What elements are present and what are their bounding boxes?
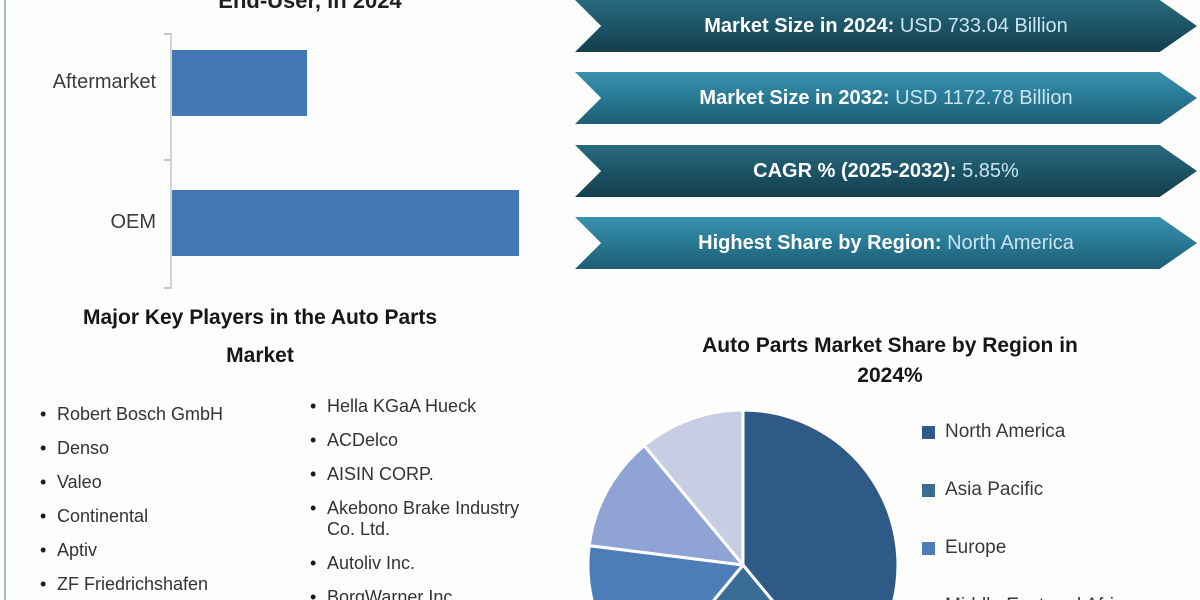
key-player-item: • Aptiv (40, 540, 290, 561)
key-player-item: • Valeo (40, 472, 290, 493)
key-player-name: BorgWarner Inc. (327, 587, 458, 600)
key-players-title-line2: Market (226, 344, 294, 367)
banner-label: Highest Share by Region: (698, 232, 948, 254)
pie-chart-title: Auto Parts Market Share by Region in 202… (640, 331, 1140, 391)
banner-value: North America (947, 232, 1074, 254)
bullet-icon: • (40, 506, 47, 526)
key-player-name: Robert Bosch GmbH (57, 404, 224, 424)
key-player-item: • ACDelco (310, 430, 545, 451)
bullet-icon: • (40, 574, 47, 594)
stat-banner: Market Size in 2024: USD 733.04 Billion (575, 0, 1197, 52)
bullet-icon: • (310, 587, 317, 600)
key-players-title-line1: Major Key Players in the Auto Parts (83, 306, 437, 329)
pie-slice-south-america (642, 408, 745, 567)
legend-label: North America (945, 421, 1066, 442)
pie-title-line1: Auto Parts Market Share by Region in (702, 334, 1078, 357)
bar-oem (172, 190, 519, 256)
key-player-name: Valeo (57, 472, 102, 492)
key-player-name: AISIN CORP. (327, 464, 434, 484)
key-player-item: • BorgWarner Inc. (310, 587, 545, 600)
pie-slice-north-america (741, 408, 900, 600)
legend-item: North America (922, 421, 1134, 442)
legend-marker-icon (922, 541, 935, 555)
key-player-name: ZF Friedrichshafen (57, 574, 209, 594)
banner-value: 5.85% (962, 160, 1019, 182)
stat-banner: CAGR % (2025-2032): 5.85% (575, 145, 1197, 197)
bullet-icon: • (310, 498, 317, 518)
bullet-icon: • (310, 553, 317, 573)
bullet-icon: • (40, 404, 47, 424)
key-player-name: Denso (57, 438, 110, 458)
key-player-item: • Robert Bosch GmbH (40, 404, 290, 425)
pie-slice-middle-east-and-africa (587, 444, 745, 567)
legend-label: Europe (945, 537, 1007, 558)
stat-banner: Market Size in 2032: USD 1172.78 Billion (575, 72, 1197, 124)
key-player-item: • Autoliv Inc. (310, 553, 545, 574)
legend-label: Asia Pacific (945, 479, 1044, 500)
bullet-icon: • (310, 464, 317, 484)
banner-value: USD 733.04 Billion (899, 15, 1068, 37)
legend-item: Middle East and Africa (922, 595, 1134, 600)
key-player-item: • Continental (40, 506, 290, 527)
axis-tick (164, 33, 171, 35)
pie-title-line2: 2024% (857, 364, 923, 387)
banner-label: Market Size in 2032: (699, 87, 896, 109)
region-share-pie-chart (586, 408, 900, 600)
key-player-name: Hella KGaA Hueck (327, 396, 477, 416)
bullet-icon: • (310, 430, 317, 450)
legend-marker-icon (922, 425, 935, 439)
bullet-icon: • (310, 396, 317, 416)
key-player-name: Autoliv Inc. (327, 553, 416, 573)
bullet-icon: • (40, 540, 47, 560)
left-border-line (4, 0, 6, 600)
legend-item: Europe (922, 537, 1134, 558)
bar-category-label: OEM (110, 211, 156, 233)
key-player-item: • Denso (40, 438, 290, 459)
bar-chart-title: End-User, in 2024 (218, 0, 402, 13)
pie-slice-asia-pacific (712, 563, 774, 600)
stat-banner: Highest Share by Region: North America (575, 217, 1197, 269)
key-player-item: • ZF Friedrichshafen (40, 574, 290, 595)
axis-tick (164, 287, 171, 289)
key-player-item: • Akebono Brake Industry Co. Ltd. (310, 498, 545, 540)
banner-label: Market Size in 2024: (704, 15, 900, 37)
key-players-title: Major Key Players in the Auto Parts Mark… (15, 299, 505, 375)
bullet-icon: • (40, 472, 47, 492)
key-player-name: Continental (57, 506, 149, 526)
bar-aftermarket (172, 50, 307, 116)
pie-legend: North America Asia Pacific Europe Middle Ea… (922, 421, 1134, 600)
axis-tick (164, 159, 171, 161)
key-players-column-1: • Robert Bosch GmbH • Denso • Valeo • Continent… (40, 404, 290, 600)
legend-label: Middle East and Africa (945, 595, 1134, 600)
key-player-item: • Hella KGaA Hueck (310, 396, 545, 417)
key-players-column-2: • Hella KGaA Hueck • ACDelco • AISIN CORP. • Ak… (310, 396, 545, 600)
legend-marker-icon (922, 483, 935, 497)
banner-value: USD 1172.78 Billion (895, 87, 1073, 109)
key-player-item: • AISIN CORP. (310, 464, 545, 485)
bar-chart-axis-line (170, 33, 172, 289)
bar-category-label: Aftermarket (52, 71, 156, 93)
legend-item: Asia Pacific (922, 479, 1134, 500)
key-player-name: Akebono Brake Industry Co. Ltd. (327, 498, 520, 539)
banner-label: CAGR % (2025-2032): (753, 160, 963, 182)
key-player-name: Aptiv (57, 540, 98, 560)
key-player-name: ACDelco (327, 430, 399, 450)
pie-slice-europe (586, 544, 745, 600)
bullet-icon: • (40, 438, 47, 458)
